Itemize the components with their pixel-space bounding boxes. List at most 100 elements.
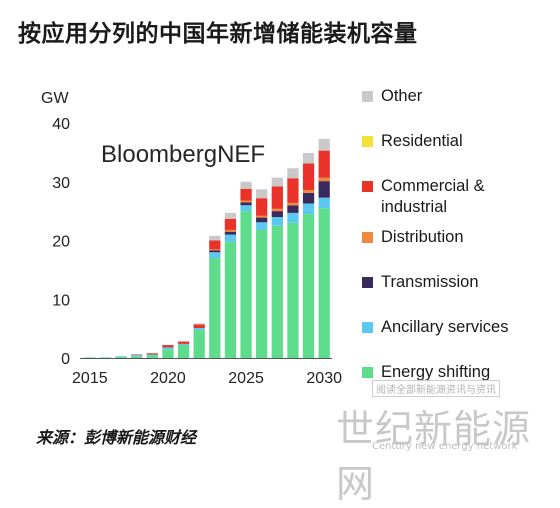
- legend-swatch: [362, 277, 373, 288]
- bar-segment: [287, 222, 299, 358]
- bar-segment: [224, 231, 237, 235]
- bar-segment: [224, 212, 237, 219]
- bar-segment: [240, 181, 252, 189]
- stacked-bars: [84, 138, 330, 359]
- bar-segment: [177, 343, 190, 346]
- legend-item: Commercial & industrial: [362, 176, 485, 218]
- bar-segment: [318, 208, 330, 358]
- legend-swatch: [362, 322, 373, 333]
- bar-segment: [302, 203, 315, 215]
- bar-segment: [99, 357, 112, 359]
- legend-item: Energy shifting: [362, 362, 490, 383]
- y-tick-label: 30: [52, 175, 70, 192]
- bar-segment: [193, 328, 205, 330]
- bar-segment: [209, 252, 221, 259]
- bar-segment: [224, 241, 237, 358]
- bar-segment: [256, 217, 268, 223]
- chart-title: 按应用分列的中国年新增储能装机容量: [18, 21, 418, 47]
- bar-segment: [209, 258, 221, 358]
- bar-segment: [302, 163, 315, 190]
- bar-segment: [271, 225, 283, 358]
- bar-segment: [131, 355, 143, 357]
- bar-segment: [131, 354, 143, 356]
- bar-segment: [287, 212, 299, 223]
- bar-segment: [240, 211, 252, 358]
- bar-segment: [318, 138, 330, 151]
- legend-swatch: [362, 367, 373, 378]
- legend-label: Distribution: [381, 228, 464, 246]
- bar-segment: [193, 324, 205, 329]
- legend-item: Transmission: [362, 272, 479, 293]
- bar-segment: [302, 152, 315, 164]
- x-tick-label: 2030: [306, 370, 342, 387]
- bar-segment: [256, 215, 268, 218]
- bar-segment: [240, 188, 252, 201]
- bar-segment: [115, 356, 127, 357]
- bar-segment: [240, 200, 252, 203]
- bar-segment: [209, 235, 221, 241]
- bar-segment: [224, 218, 237, 230]
- bar-segment: [177, 341, 190, 344]
- bar-segment: [271, 177, 283, 187]
- bar-segment: [318, 177, 330, 182]
- x-tick-label: 2020: [150, 370, 186, 387]
- bar-segment: [115, 356, 127, 358]
- bar-segment: [209, 250, 221, 253]
- y-tick-label: 10: [52, 292, 70, 309]
- bar-segment: [209, 249, 221, 251]
- bar-segment: [224, 229, 237, 232]
- legend-label: Ancillary services: [381, 318, 509, 336]
- legend-swatch: [362, 181, 373, 192]
- legend-label: Residential: [381, 132, 463, 150]
- bar-segment: [209, 240, 221, 250]
- bar-segment: [271, 217, 283, 226]
- bar-segment: [302, 189, 315, 193]
- bar-segment: [287, 202, 299, 206]
- legend-item: Ancillary services: [362, 317, 508, 338]
- bar-segment: [302, 214, 315, 358]
- bar-segment: [84, 357, 96, 359]
- bar-segment: [271, 186, 283, 209]
- brand-label: BloombergNEF: [101, 141, 265, 168]
- y-tick-label: 20: [52, 234, 70, 251]
- x-tick-label: 2025: [228, 370, 264, 387]
- bar-segment: [146, 355, 158, 358]
- y-tick-label: 0: [61, 351, 70, 368]
- legend-label: Other: [381, 87, 423, 105]
- legend-swatch: [362, 91, 373, 102]
- bar-segment: [318, 150, 330, 178]
- bar-segment: [146, 354, 158, 356]
- x-axis-ticks: 2015 2020 2025 2030: [72, 370, 342, 387]
- bar-segment: [287, 178, 299, 203]
- bar-segment: [256, 198, 268, 216]
- bar-segment: [302, 192, 315, 204]
- legend-label: Commercial & industrial: [381, 177, 485, 216]
- bar-segment: [131, 356, 143, 358]
- y-tick-label: 40: [52, 116, 70, 133]
- bar-segment: [256, 229, 268, 358]
- y-axis-ticks: 0 10 20 30 40: [52, 116, 70, 368]
- bar-segment: [146, 353, 158, 355]
- bar-segment: [193, 329, 205, 358]
- watermark-logo-text: 世纪新能源网: [336, 407, 532, 506]
- bar-segment: [240, 202, 252, 206]
- legend-label: Energy shifting: [381, 363, 491, 381]
- bar-segment: [318, 197, 330, 209]
- x-tick-label: 2015: [72, 370, 108, 387]
- legend-item: Residential: [362, 131, 463, 152]
- bar-segment: [318, 181, 330, 198]
- bar-segment: [287, 205, 299, 213]
- legend-label: Transmission: [381, 273, 479, 291]
- bar-segment: [287, 168, 299, 179]
- y-axis-unit-label: GW: [41, 90, 69, 107]
- bar-segment: [271, 208, 283, 212]
- bar-segment: [256, 189, 268, 199]
- bar-segment: [162, 349, 174, 358]
- bar-segment: [177, 345, 190, 358]
- legend-item: Other: [362, 86, 422, 107]
- bar-segment: [240, 205, 252, 212]
- watermark-sub-text: Century new energy network: [372, 441, 518, 452]
- watermark-top-text: 阅读全部新能源资讯与资讯: [372, 380, 500, 397]
- bar-segment: [224, 234, 237, 242]
- legend-swatch: [362, 232, 373, 243]
